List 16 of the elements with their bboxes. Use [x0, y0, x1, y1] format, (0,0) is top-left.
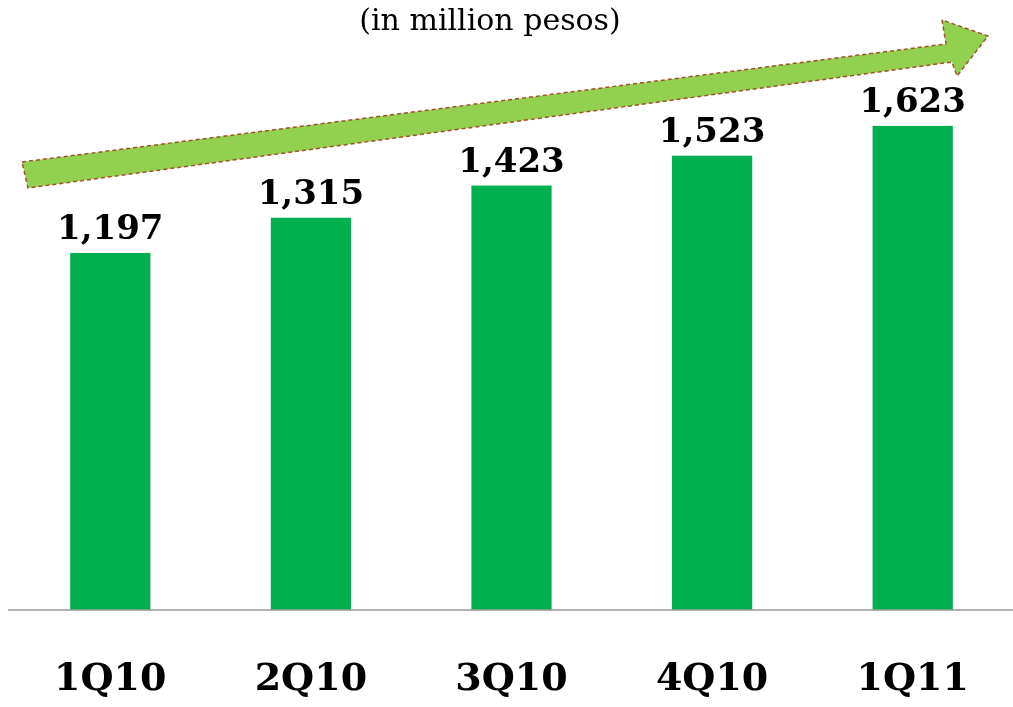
data-label: 1,423 [458, 139, 565, 180]
x-tick-label: 1Q11 [856, 654, 969, 699]
bar [872, 125, 953, 610]
x-tick-label: 2Q10 [254, 654, 368, 699]
x-tick-label: 1Q10 [54, 654, 167, 699]
bar [471, 185, 552, 610]
data-label: 1,315 [257, 171, 365, 212]
bar [70, 252, 151, 610]
chart-title: (in million pesos) [359, 2, 621, 37]
data-label: 1,623 [859, 79, 966, 120]
x-tick-label: 3Q10 [455, 654, 568, 699]
bar [671, 155, 753, 610]
bar [270, 217, 352, 610]
data-label: 1,523 [658, 109, 766, 150]
x-tick-label: 4Q10 [655, 654, 769, 699]
data-label: 1,197 [57, 206, 164, 247]
